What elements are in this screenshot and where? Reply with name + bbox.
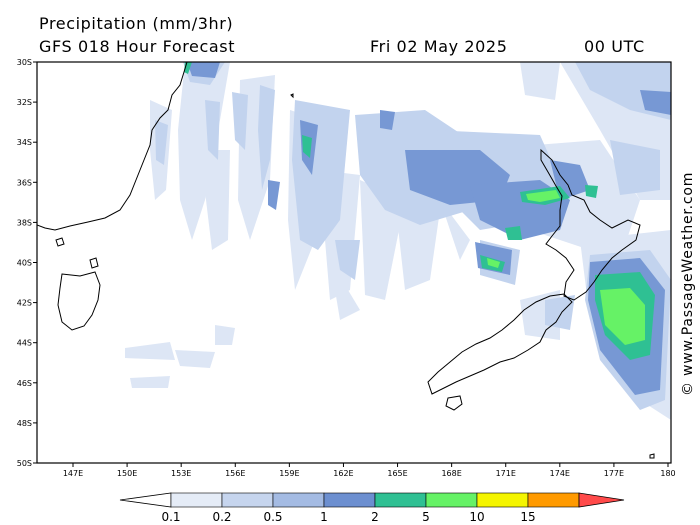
legend-color-box	[272, 492, 325, 508]
coastlines	[37, 62, 655, 459]
map-title: Precipitation (mm/3hr)	[39, 14, 234, 33]
lat-tick-label: 40S	[17, 259, 32, 268]
lon-tick-label: 180	[660, 469, 675, 478]
legend-color-box	[221, 492, 274, 508]
lon-tick-label: 165E	[387, 469, 407, 478]
lat-tick-label: 30S	[17, 58, 32, 67]
nz-south-island	[427, 293, 573, 395]
bass-islands	[55, 237, 99, 269]
legend-label: 10	[469, 510, 484, 524]
legend-color-box	[374, 492, 427, 508]
legend-high-arrow	[578, 492, 625, 508]
lat-tick-label: 38S	[17, 218, 32, 227]
lon-tick-label: 159E	[279, 469, 299, 478]
lord-howe-island	[290, 93, 294, 99]
lat-tick-label: 46S	[17, 379, 32, 388]
lat-tick-label: 32S	[17, 98, 32, 107]
lat-tick-label: 36S	[17, 178, 32, 187]
lon-tick-label: 150E	[117, 469, 137, 478]
forecast-hour: 00 UTC	[584, 37, 645, 56]
lat-tick-label: 48S	[17, 419, 32, 428]
precipitation-layer	[125, 62, 671, 420]
legend-color-box	[170, 492, 223, 508]
stewart-island	[445, 395, 463, 411]
lon-tick-label: 171E	[496, 469, 516, 478]
legend-color-box	[323, 492, 376, 508]
lon-tick-label: 174E	[550, 469, 570, 478]
longitude-ticks: 147E 150E 153E 156E 159E 162E 165E 168E 171E 174E…	[63, 463, 676, 478]
legend-label: 1	[320, 510, 328, 524]
precipitation-legend: 0.1 0.2 0.5 1 2 5 10 15	[119, 492, 625, 524]
lon-tick-label: 153E	[171, 469, 191, 478]
legend-color-box	[476, 492, 529, 508]
lat-tick-label: 34S	[17, 138, 32, 147]
legend-label: 15	[520, 510, 535, 524]
legend-label: 2	[371, 510, 379, 524]
lat-tick-label: 44S	[17, 339, 32, 348]
legend-label: 0.1	[161, 510, 180, 524]
forecast-subtitle: GFS 018 Hour Forecast	[39, 37, 236, 56]
legend-color-box	[425, 492, 478, 508]
legend-color-box	[527, 492, 580, 508]
latitude-ticks: 30S 32S 34S 36S 38S 40S 42S 44S 46S 48S 50S	[17, 58, 37, 468]
lon-tick-label: 147E	[63, 469, 83, 478]
legend-label: 0.2	[212, 510, 231, 524]
forecast-date: Fri 02 May 2025	[370, 37, 508, 56]
legend-label: 5	[422, 510, 430, 524]
tasmania-coast	[57, 271, 101, 331]
lat-tick-label: 50S	[17, 459, 32, 468]
lat-tick-label: 42S	[17, 299, 32, 308]
lon-tick-label: 177E	[604, 469, 624, 478]
nz-north-island	[540, 148, 641, 301]
precip-very-heavy-areas	[487, 190, 645, 345]
australia-coast	[37, 62, 188, 231]
lon-tick-label: 168E	[441, 469, 461, 478]
legend-low-arrow	[119, 492, 172, 508]
chatham-islands	[649, 453, 655, 459]
lon-tick-label: 162E	[333, 469, 353, 478]
lon-tick-label: 156E	[225, 469, 245, 478]
legend-label: 0.5	[263, 510, 282, 524]
